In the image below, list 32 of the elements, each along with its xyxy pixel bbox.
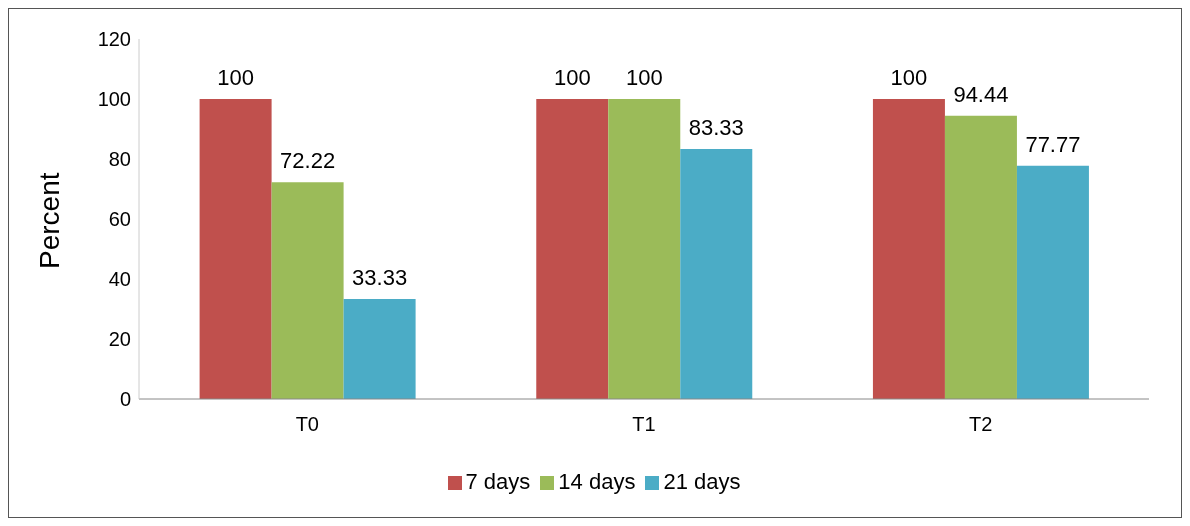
y-tick-label: 100: [97, 88, 131, 111]
data-label: 100: [625, 65, 663, 90]
bar: [680, 149, 753, 399]
x-tick-label: T1: [632, 413, 656, 436]
data-label: 100: [217, 65, 254, 90]
data-label: 100: [890, 65, 928, 90]
bar: [536, 99, 609, 399]
legend-label: 14 days: [558, 469, 636, 494]
bar: [944, 115, 1017, 399]
data-label: 77.77: [1025, 131, 1081, 157]
y-axis-title: Percent: [33, 172, 65, 269]
bar: [1016, 165, 1089, 399]
bar: [608, 99, 681, 399]
y-tick-label: 120: [97, 28, 131, 51]
bar: [343, 299, 416, 399]
y-tick-label: 80: [108, 148, 131, 171]
legend-label: 7 days: [465, 469, 531, 494]
bar: [199, 99, 272, 399]
x-tick-label: T2: [968, 413, 993, 436]
bar: [271, 182, 344, 399]
data-label: 83.33: [688, 115, 744, 141]
y-tick-label: 40: [108, 268, 131, 291]
data-label: 33.33: [352, 265, 408, 291]
y-tick-label: 0: [119, 388, 131, 411]
x-tick-label: T0: [295, 413, 320, 436]
y-tick-label: 20: [108, 328, 131, 351]
legend-label: 21 days: [663, 469, 741, 494]
data-label: 94.44: [953, 81, 1009, 107]
bar: [872, 99, 945, 399]
y-tick-label: 60: [108, 208, 131, 231]
data-label: 100: [553, 65, 591, 90]
data-label: 72.22: [280, 148, 336, 174]
